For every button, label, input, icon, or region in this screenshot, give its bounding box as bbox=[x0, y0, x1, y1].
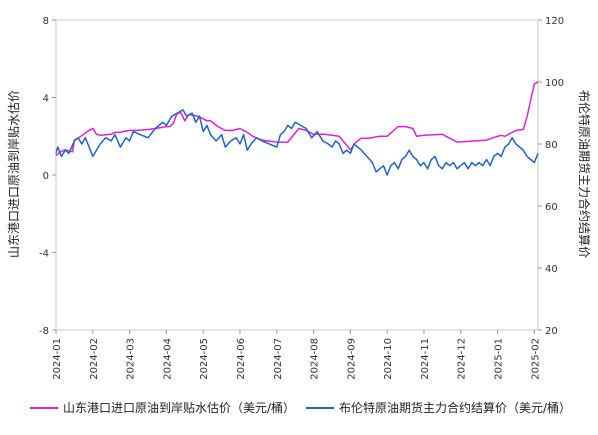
x-tick-label: 2025-01 bbox=[494, 338, 505, 380]
plot-area-border bbox=[55, 19, 539, 331]
series-lines bbox=[55, 81, 539, 176]
y-axis-left-title: 山东港口进口原油到岸贴水估价 bbox=[7, 90, 21, 258]
x-tick-label: 2024-08 bbox=[310, 338, 321, 380]
x-tick-label: 2024-12 bbox=[457, 338, 468, 380]
x-tick-label: 2024-09 bbox=[346, 338, 357, 380]
y-left-tick-label: -4 bbox=[39, 249, 49, 260]
x-tick-label: 2024-10 bbox=[383, 338, 394, 380]
series-line-brent bbox=[55, 109, 539, 176]
y-right-tick-label: 40 bbox=[545, 264, 558, 275]
x-tick-label: 2024-03 bbox=[126, 338, 137, 380]
legend-label-brent: 布伦特原油期货主力合约结算价（美元/桶） bbox=[339, 400, 571, 415]
y-left-tick-label: 0 bbox=[43, 171, 49, 182]
y-axis-right-title: 布伦特原油期货主力合约结算价 bbox=[577, 90, 592, 258]
y-left-tick-label: 4 bbox=[43, 94, 49, 105]
y-right-tick-label: 20 bbox=[545, 326, 558, 337]
legend: 山东港口进口原油到岸贴水估价（美元/桶） 布伦特原油期货主力合约结算价（美元/桶… bbox=[30, 400, 571, 415]
legend-label-discount: 山东港口进口原油到岸贴水估价（美元/桶） bbox=[63, 400, 295, 415]
x-tick-label: 2024-04 bbox=[162, 338, 173, 380]
x-tick-label: 2024-06 bbox=[236, 338, 247, 380]
y-left-tick-label: -8 bbox=[39, 326, 49, 337]
series-line-discount bbox=[55, 81, 539, 157]
y-right-tick-label: 80 bbox=[545, 140, 558, 151]
x-tick-label: 2024-11 bbox=[420, 338, 431, 380]
x-tick-label: 2025-02 bbox=[530, 338, 541, 380]
x-tick-label: 2024-02 bbox=[89, 338, 100, 380]
y-right-tick-label: 60 bbox=[545, 202, 558, 213]
x-tick-label: 2024-01 bbox=[52, 338, 63, 380]
x-tick-label: 2024-05 bbox=[199, 338, 210, 380]
plot-frame bbox=[55, 19, 539, 331]
y-right-tick-label: 100 bbox=[545, 78, 564, 89]
x-tick-label: 2024-07 bbox=[273, 338, 284, 380]
y-right-tick-label: 120 bbox=[545, 16, 564, 27]
y-left-tick-label: 8 bbox=[43, 16, 49, 27]
